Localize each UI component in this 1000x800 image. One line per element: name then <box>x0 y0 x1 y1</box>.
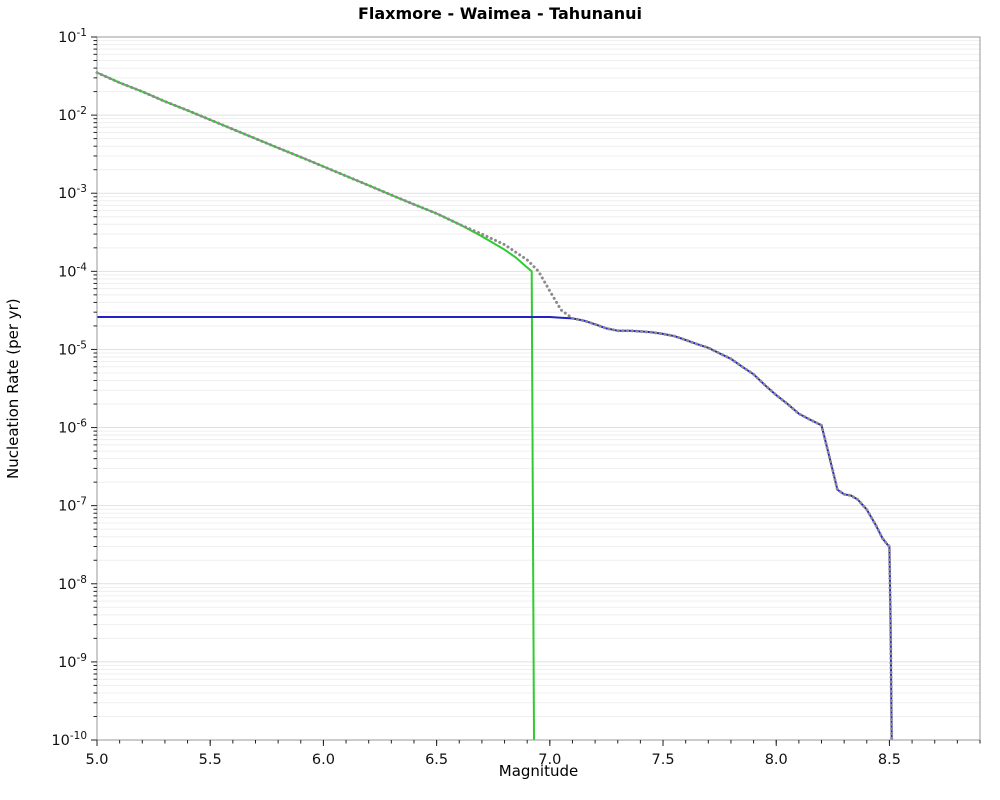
gridlines <box>97 36 980 741</box>
y-tick-label: 10-2 <box>58 105 87 124</box>
x-tick-label: 6.5 <box>425 752 448 768</box>
series-group <box>95 71 894 742</box>
y-tick-label: 10-10 <box>51 730 87 749</box>
y-tick-label: 10-5 <box>58 339 87 358</box>
y-tick-label: 10-4 <box>58 261 87 280</box>
y-tick-label: 10-7 <box>58 496 87 515</box>
axis-ticks <box>91 36 981 746</box>
x-tick-label: 7.5 <box>651 752 674 768</box>
y-tick-label: 10-1 <box>58 27 87 46</box>
y-tick-label: 10-6 <box>58 418 87 437</box>
chart-title: Flaxmore - Waimea - Tahunanui <box>357 4 643 23</box>
y-tick-label: 10-8 <box>58 574 87 593</box>
series-green-truncated-gr <box>96 71 535 741</box>
x-tick-label: 6.0 <box>312 752 335 768</box>
y-tick-label: 10-9 <box>58 652 87 671</box>
series-gray-dotted-tapered <box>95 71 894 742</box>
x-tick-label: 5.0 <box>85 752 108 768</box>
y-tick-label: 10-3 <box>58 183 87 202</box>
x-axis-label: Magnitude <box>498 762 579 780</box>
x-tick-label: 5.5 <box>199 752 222 768</box>
x-tick-label: 8.5 <box>878 752 901 768</box>
plot-frame <box>96 36 981 741</box>
x-tick-label: 7.0 <box>538 752 561 768</box>
x-tick-label: 8.0 <box>765 752 788 768</box>
tick-labels: 5.0 5.5 6.0 6.5 7.0 7.5 8.0 8.5 10-1 10-2 10-3 10-4… <box>51 27 901 768</box>
